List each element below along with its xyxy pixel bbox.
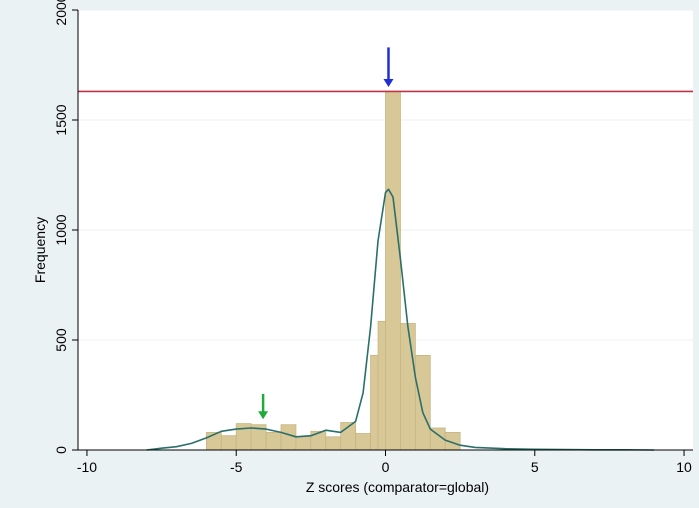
y-tick-label: 2000 bbox=[53, 0, 69, 26]
histogram-bar bbox=[414, 354, 431, 451]
arrow-head bbox=[258, 411, 269, 420]
x-tick-label: 0 bbox=[382, 459, 390, 475]
density-line bbox=[146, 188, 655, 451]
x-tick-label: -5 bbox=[230, 459, 243, 475]
histogram-bar bbox=[220, 435, 237, 451]
arrow-markers bbox=[258, 47, 394, 420]
x-tick-label: 10 bbox=[676, 459, 692, 475]
y-tick-label: 1500 bbox=[53, 104, 69, 135]
x-axis-ticks: -10 -5 0 5 10 bbox=[77, 450, 692, 475]
histogram-bar bbox=[385, 91, 401, 451]
y-tick-label: 0 bbox=[53, 446, 69, 454]
y-tick-label: 500 bbox=[53, 328, 69, 352]
y-tick-label: 1000 bbox=[53, 214, 69, 245]
y-axis-ticks: 0 500 1000 1500 2000 bbox=[53, 0, 78, 454]
x-tick-label: 5 bbox=[531, 459, 539, 475]
histogram-bar bbox=[295, 436, 312, 451]
histogram-bar bbox=[280, 424, 297, 451]
histogram-bars bbox=[205, 91, 461, 451]
y-axis-label: Frequency bbox=[32, 217, 48, 283]
histogram-bar bbox=[355, 433, 371, 451]
density-curve bbox=[146, 188, 655, 451]
x-axis-label: Z scores (comparator=global) bbox=[306, 479, 489, 495]
x-tick-label: -10 bbox=[77, 459, 97, 475]
histogram-bar bbox=[400, 323, 416, 451]
histogram-bar bbox=[265, 431, 282, 451]
histogram-bar bbox=[325, 436, 342, 451]
arrow-head bbox=[383, 79, 394, 87]
